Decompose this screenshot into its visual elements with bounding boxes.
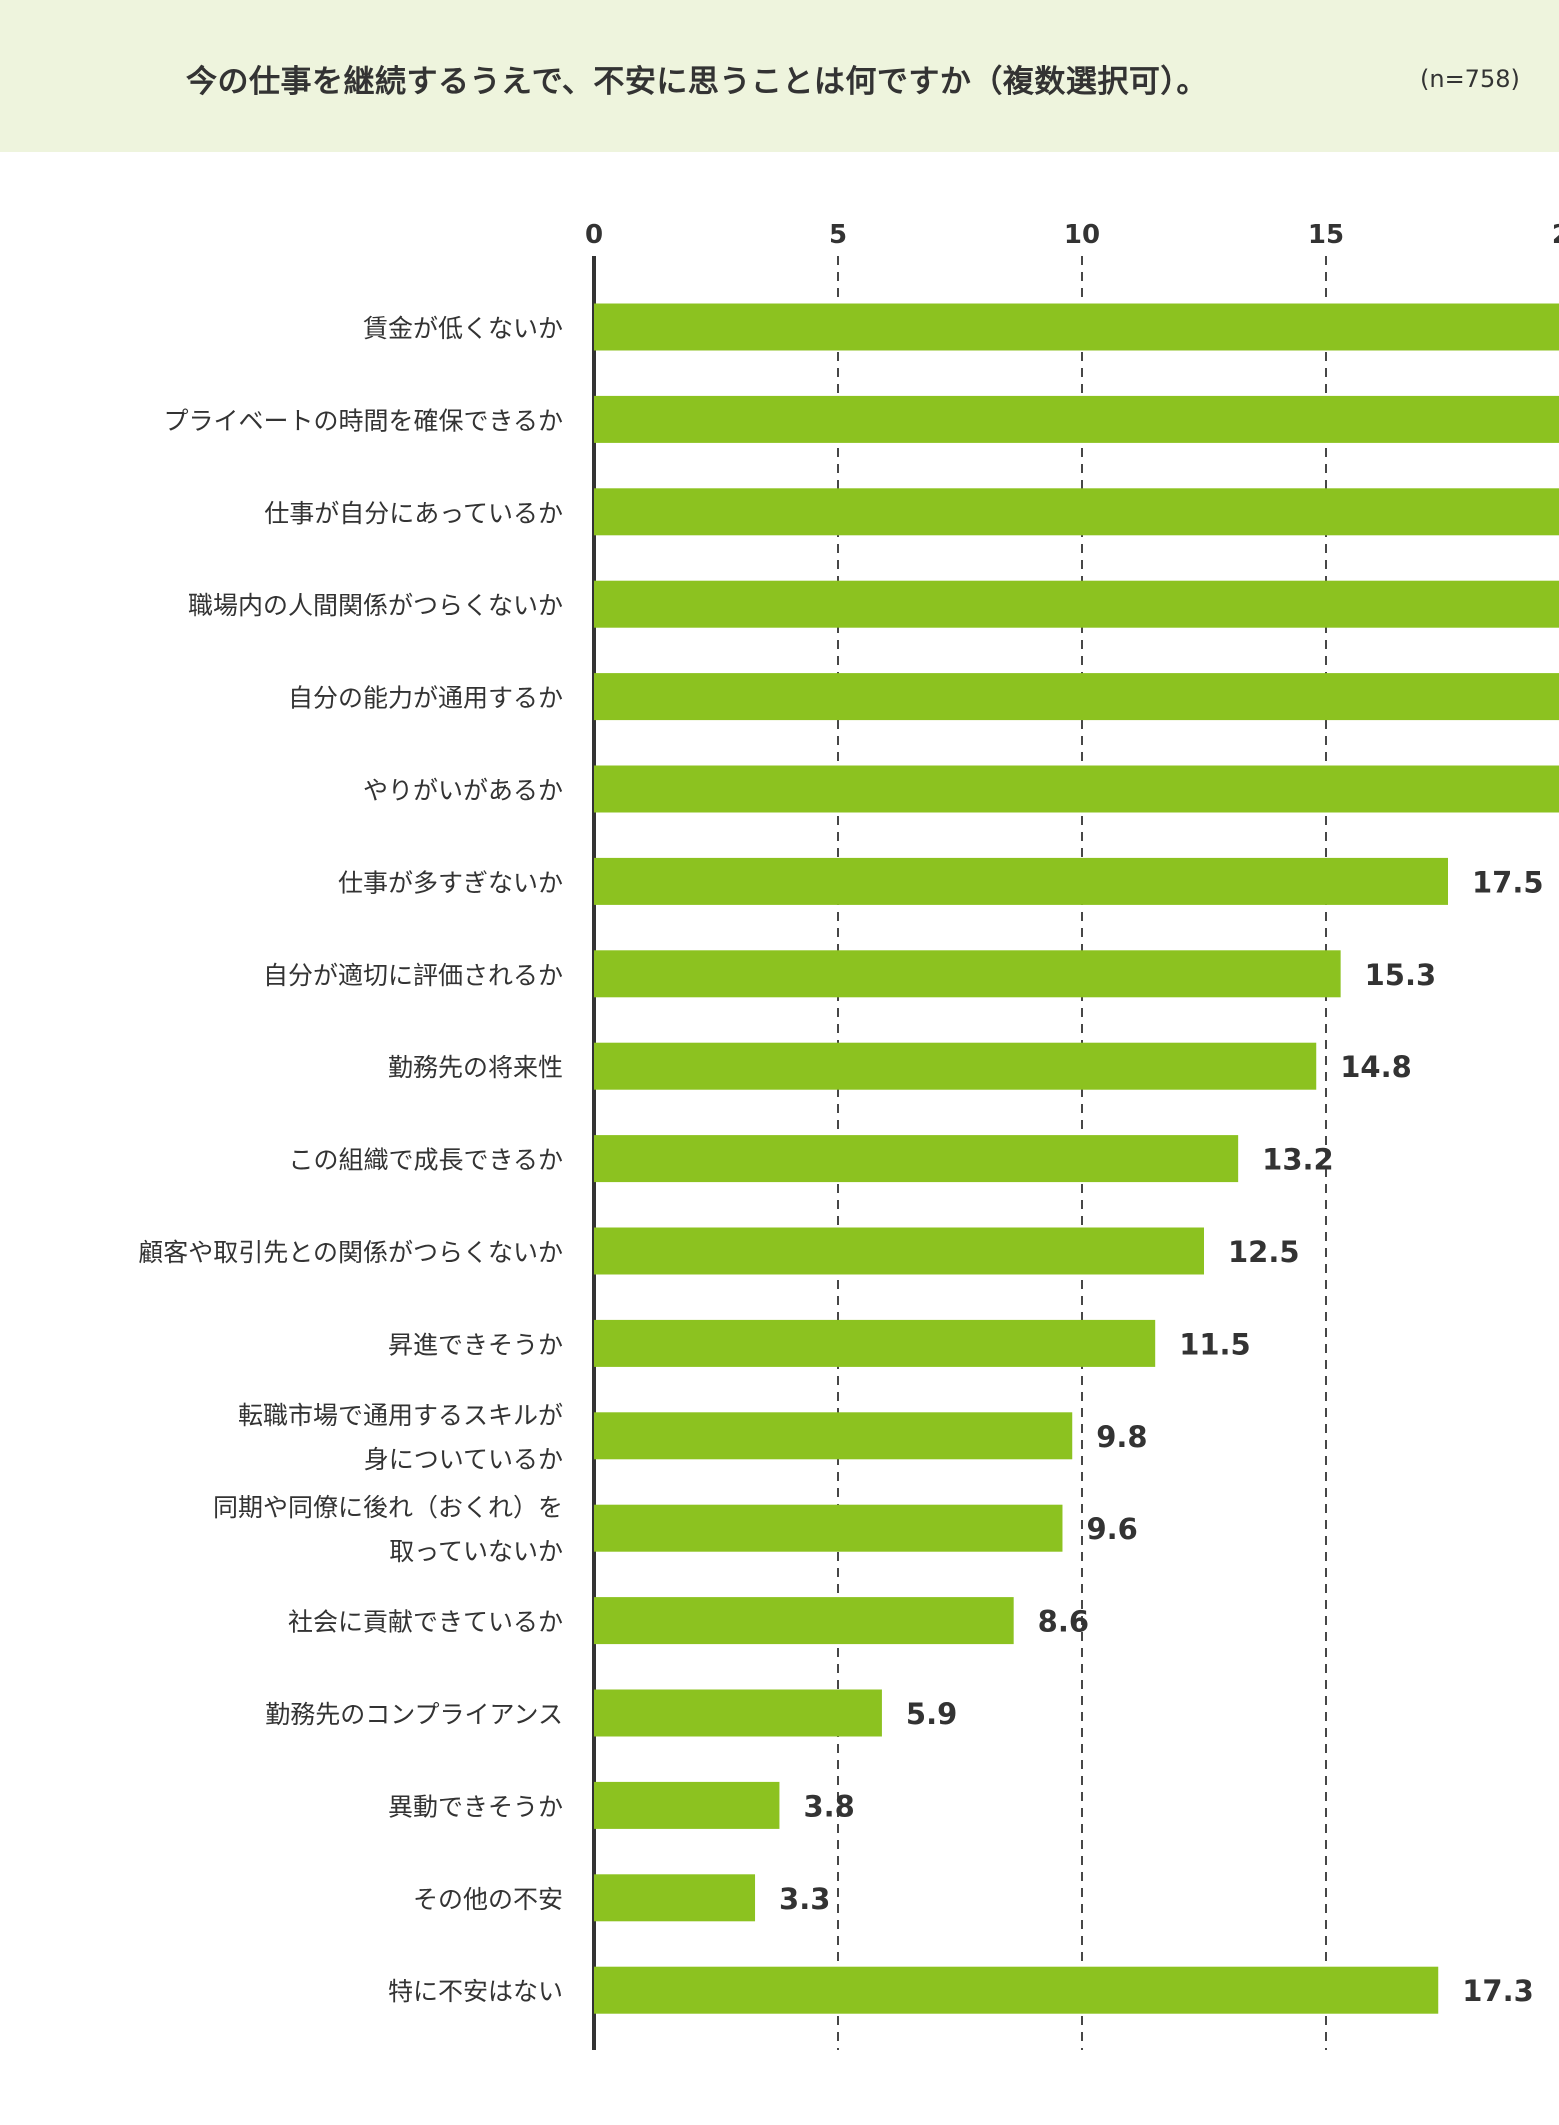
value-label-18: 3.3 xyxy=(779,1882,830,1916)
value-label-19: 17.3 xyxy=(1462,1974,1534,2008)
category-label-6: やりがいがあるか xyxy=(363,776,563,805)
bar-19 xyxy=(594,1966,1439,2014)
bar-2 xyxy=(594,395,1559,443)
value-label-13: 9.8 xyxy=(1096,1420,1147,1454)
value-label-7: 17.5 xyxy=(1472,865,1544,899)
bar-9 xyxy=(594,1042,1317,1090)
value-label-9: 14.8 xyxy=(1340,1050,1412,1084)
bar-10 xyxy=(594,1135,1239,1183)
category-label-13-line-1: 転職市場で通用するスキルが xyxy=(238,1401,563,1430)
value-label-15: 8.6 xyxy=(1038,1605,1089,1639)
sample-size: (n=758) xyxy=(1420,65,1520,93)
bar-12 xyxy=(594,1319,1156,1367)
value-label-10: 13.2 xyxy=(1262,1143,1334,1177)
category-label-15: 社会に貢献できているか xyxy=(288,1608,563,1637)
bar-11 xyxy=(594,1227,1204,1275)
category-label-12: 昇進できそうか xyxy=(388,1330,563,1359)
value-label-17: 3.8 xyxy=(803,1789,854,1823)
chart-header: 今の仕事を継続するうえで、不安に思うことは何ですか（複数選択可）。 (n=758… xyxy=(0,0,1559,152)
bar-16 xyxy=(594,1689,882,1737)
category-label-16: 勤務先のコンプライアンス xyxy=(265,1700,563,1729)
bar-6 xyxy=(594,765,1559,813)
category-label-3: 仕事が自分にあっているか xyxy=(264,499,563,528)
category-label-18: その他の不安 xyxy=(413,1885,563,1914)
bar-15 xyxy=(594,1597,1014,1645)
category-label-10: この組織で成長できるか xyxy=(288,1146,563,1175)
bar-18 xyxy=(594,1874,756,1922)
category-label-14-line-2: 取っていないか xyxy=(389,1537,563,1566)
value-label-16: 5.9 xyxy=(906,1697,957,1731)
category-label-19: 特に不安はない xyxy=(388,1977,563,2006)
category-label-14-line-1: 同期や同僚に後れ（おくれ）を xyxy=(213,1493,563,1522)
bar-7 xyxy=(594,857,1448,905)
category-label-4: 職場内の人間関係がつらくないか xyxy=(188,591,563,620)
category-label-5: 自分の能力が通用するか xyxy=(288,684,563,713)
chart-title: 今の仕事を継続するうえで、不安に思うことは何ですか（複数選択可）。 xyxy=(186,64,1208,100)
category-label-13-line-2: 身についているか xyxy=(364,1445,563,1474)
category-label-7: 仕事が多すぎないか xyxy=(338,868,563,897)
category-label-2: プライベートの時間を確保できるか xyxy=(163,406,563,435)
x-tick-label-0: 0 xyxy=(585,220,603,250)
value-label-11: 12.5 xyxy=(1228,1235,1300,1269)
category-label-17: 異動できそうか xyxy=(388,1792,563,1821)
x-tick-label-20: 20 xyxy=(1552,220,1559,250)
category-label-8: 自分が適切に評価されるか xyxy=(263,961,563,990)
bar-3 xyxy=(594,488,1559,536)
value-label-12: 11.5 xyxy=(1179,1327,1251,1361)
value-label-8: 15.3 xyxy=(1365,958,1437,992)
bar-13 xyxy=(594,1412,1073,1460)
bar-17 xyxy=(594,1781,780,1829)
category-label-9: 勤務先の将来性 xyxy=(388,1053,563,1082)
bar-1 xyxy=(594,303,1559,351)
bar-5 xyxy=(594,673,1559,721)
x-tick-label-10: 10 xyxy=(1064,220,1100,250)
bar-14 xyxy=(594,1504,1063,1552)
category-label-1: 賃金が低くないか xyxy=(363,314,563,343)
category-label-11: 顧客や取引先との関係がつらくないか xyxy=(138,1238,563,1267)
x-tick-label-15: 15 xyxy=(1308,220,1344,250)
bar-4 xyxy=(594,580,1559,628)
bar-8 xyxy=(594,950,1341,998)
x-tick-label-5: 5 xyxy=(829,220,847,250)
value-label-14: 9.6 xyxy=(1086,1512,1137,1546)
